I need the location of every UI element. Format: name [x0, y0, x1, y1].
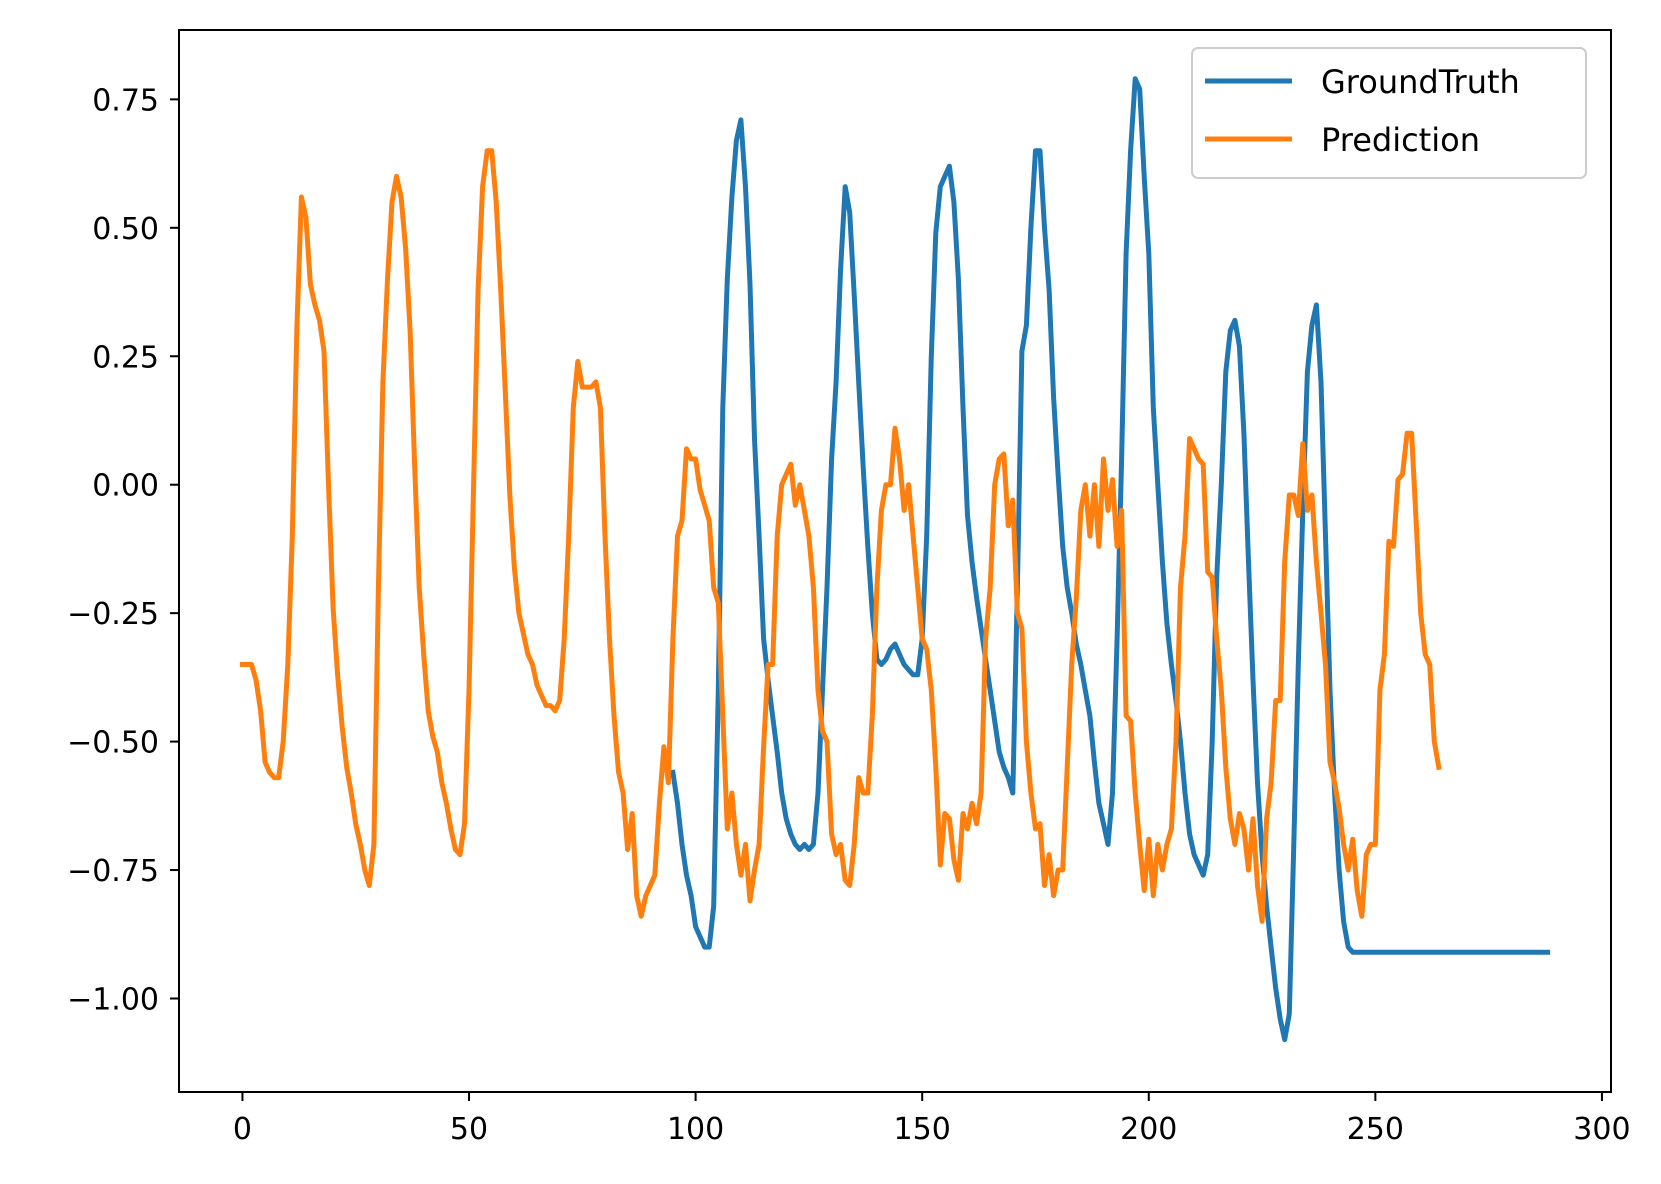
y-tick-label: −0.75: [67, 854, 159, 889]
y-tick-label: 0.25: [92, 340, 159, 375]
x-tick-label: 100: [667, 1112, 724, 1147]
y-tick-label: −0.25: [67, 597, 159, 632]
series-line-prediction: [239, 148, 1442, 924]
series-line-groundtruth: [670, 76, 1551, 1043]
x-tick-label: 300: [1573, 1112, 1630, 1147]
legend-label-prediction: Prediction: [1321, 121, 1480, 159]
x-tick-label: 250: [1347, 1112, 1404, 1147]
y-tick-label: 0.00: [92, 469, 159, 504]
plot-frame: [178, 29, 1612, 1093]
x-tick-label: 0: [233, 1112, 252, 1147]
y-tick-label: −0.50: [67, 726, 159, 761]
series-layer: [239, 76, 1551, 1043]
x-tick-label: 150: [894, 1112, 951, 1147]
y-tick-label: −1.00: [67, 982, 159, 1017]
y-tick-label: 0.75: [92, 83, 159, 118]
legend-label-groundtruth: GroundTruth: [1321, 63, 1520, 101]
x-tick-label: 50: [450, 1112, 488, 1147]
y-tick-label: 0.50: [92, 212, 159, 247]
x-tick-label: 200: [1120, 1112, 1177, 1147]
y-axis: 0.75 0.50 0.25 0.00 −0.25 −0.50 −0.75 −1.00: [67, 83, 179, 1017]
x-axis: 0 50 100 150 200 250 300: [233, 1092, 1631, 1147]
legend: GroundTruth Prediction: [1191, 47, 1587, 179]
